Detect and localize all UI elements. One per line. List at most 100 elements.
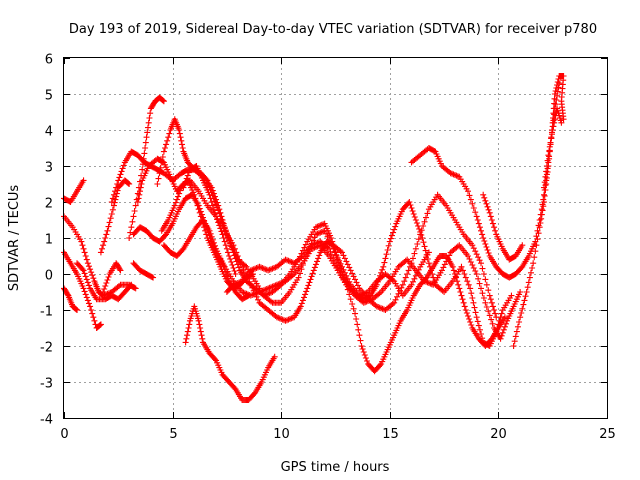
data-point-marker (257, 264, 264, 271)
data-point-marker (538, 215, 545, 222)
data-point-marker (325, 236, 332, 243)
data-point-marker (286, 316, 293, 322)
data-point-marker (411, 275, 418, 282)
series-track-19 (408, 80, 563, 281)
data-point-marker (227, 240, 234, 247)
data-point-marker (82, 253, 89, 259)
data-point-marker (328, 251, 335, 258)
data-point-marker (550, 123, 557, 130)
data-point-marker (220, 235, 227, 241)
data-point-marker (104, 277, 111, 283)
data-point-marker (349, 301, 356, 307)
data-point-marker (518, 310, 525, 316)
data-point-marker (253, 293, 260, 300)
data-point-marker (206, 227, 213, 234)
data-point-marker (520, 301, 527, 308)
data-point-marker (226, 237, 233, 244)
data-point-marker (230, 249, 237, 256)
data-point-marker (524, 284, 531, 291)
data-point-marker (467, 259, 474, 265)
data-point-marker (441, 261, 448, 268)
data-point-marker (96, 322, 103, 329)
data-point-marker (543, 168, 550, 175)
data-point-marker (536, 217, 543, 223)
data-point-marker (145, 119, 152, 126)
data-point-marker (389, 277, 396, 283)
data-point-marker (183, 175, 190, 182)
data-point-marker (539, 207, 546, 214)
data-point-marker (321, 227, 328, 234)
data-point-marker (325, 245, 332, 252)
data-point-marker (223, 272, 230, 279)
data-point-marker (119, 165, 126, 172)
data-point-marker (154, 181, 161, 187)
y-tick-label: 3 (45, 161, 53, 176)
data-point-marker (425, 249, 432, 256)
data-point-marker (143, 134, 150, 141)
data-point-marker (312, 231, 319, 238)
data-point-marker (489, 220, 496, 227)
data-point-marker (256, 263, 263, 270)
data-point-marker (195, 206, 202, 213)
data-point-marker (310, 267, 317, 274)
series-track-16 (180, 163, 239, 277)
data-point-marker (340, 275, 347, 282)
data-point-marker (115, 177, 122, 184)
y-tick-label: 0 (45, 269, 53, 284)
data-point-marker (116, 174, 123, 181)
data-point-marker (497, 335, 504, 342)
data-point-marker (453, 172, 460, 179)
data-point-marker (117, 171, 124, 178)
data-point-marker (175, 193, 182, 200)
data-point-marker (519, 305, 526, 312)
data-point-marker (218, 228, 225, 235)
data-point-marker (80, 285, 87, 292)
data-point-marker (126, 235, 133, 241)
data-point-marker (552, 101, 559, 108)
data-point-marker (486, 209, 493, 216)
data-point-marker (250, 266, 257, 273)
data-point-marker (209, 202, 216, 209)
data-point-marker (407, 263, 414, 270)
data-point-marker (81, 270, 88, 277)
data-point-marker (302, 291, 309, 298)
y-tick-label: 2 (45, 197, 53, 212)
data-point-marker (203, 176, 210, 183)
data-point-marker (527, 269, 534, 276)
data-point-marker (84, 297, 91, 304)
data-point-marker (409, 208, 416, 214)
data-point-marker (97, 322, 104, 328)
data-point-marker (301, 294, 308, 301)
data-point-marker (161, 145, 168, 151)
series-track-3 (61, 249, 104, 331)
data-point-marker (88, 269, 95, 276)
data-point-marker (423, 214, 429, 221)
data-point-marker (521, 297, 528, 304)
data-point-marker (353, 316, 360, 322)
data-point-marker (346, 264, 353, 271)
data-point-marker (344, 261, 351, 268)
y-tick-label: 5 (45, 89, 53, 104)
data-point-marker (534, 236, 541, 243)
data-point-marker (327, 248, 334, 255)
data-point-marker (541, 184, 548, 191)
data-point-marker (517, 289, 524, 295)
data-point-marker (79, 266, 86, 273)
data-point-marker (458, 263, 465, 270)
data-point-marker (467, 319, 474, 325)
data-point-marker (108, 211, 115, 217)
data-point-marker (178, 137, 185, 144)
data-point-marker (128, 281, 135, 288)
data-point-marker (380, 263, 387, 270)
data-point-marker (498, 310, 505, 317)
y-tick-label: -1 (40, 305, 53, 320)
data-point-marker (317, 229, 324, 236)
data-point-marker (311, 234, 318, 241)
data-point-marker (412, 217, 419, 223)
plot-frame (63, 57, 608, 419)
data-point-marker (535, 230, 542, 237)
data-point-marker (91, 317, 98, 324)
data-point-marker (192, 195, 199, 202)
data-point-marker (183, 335, 190, 342)
